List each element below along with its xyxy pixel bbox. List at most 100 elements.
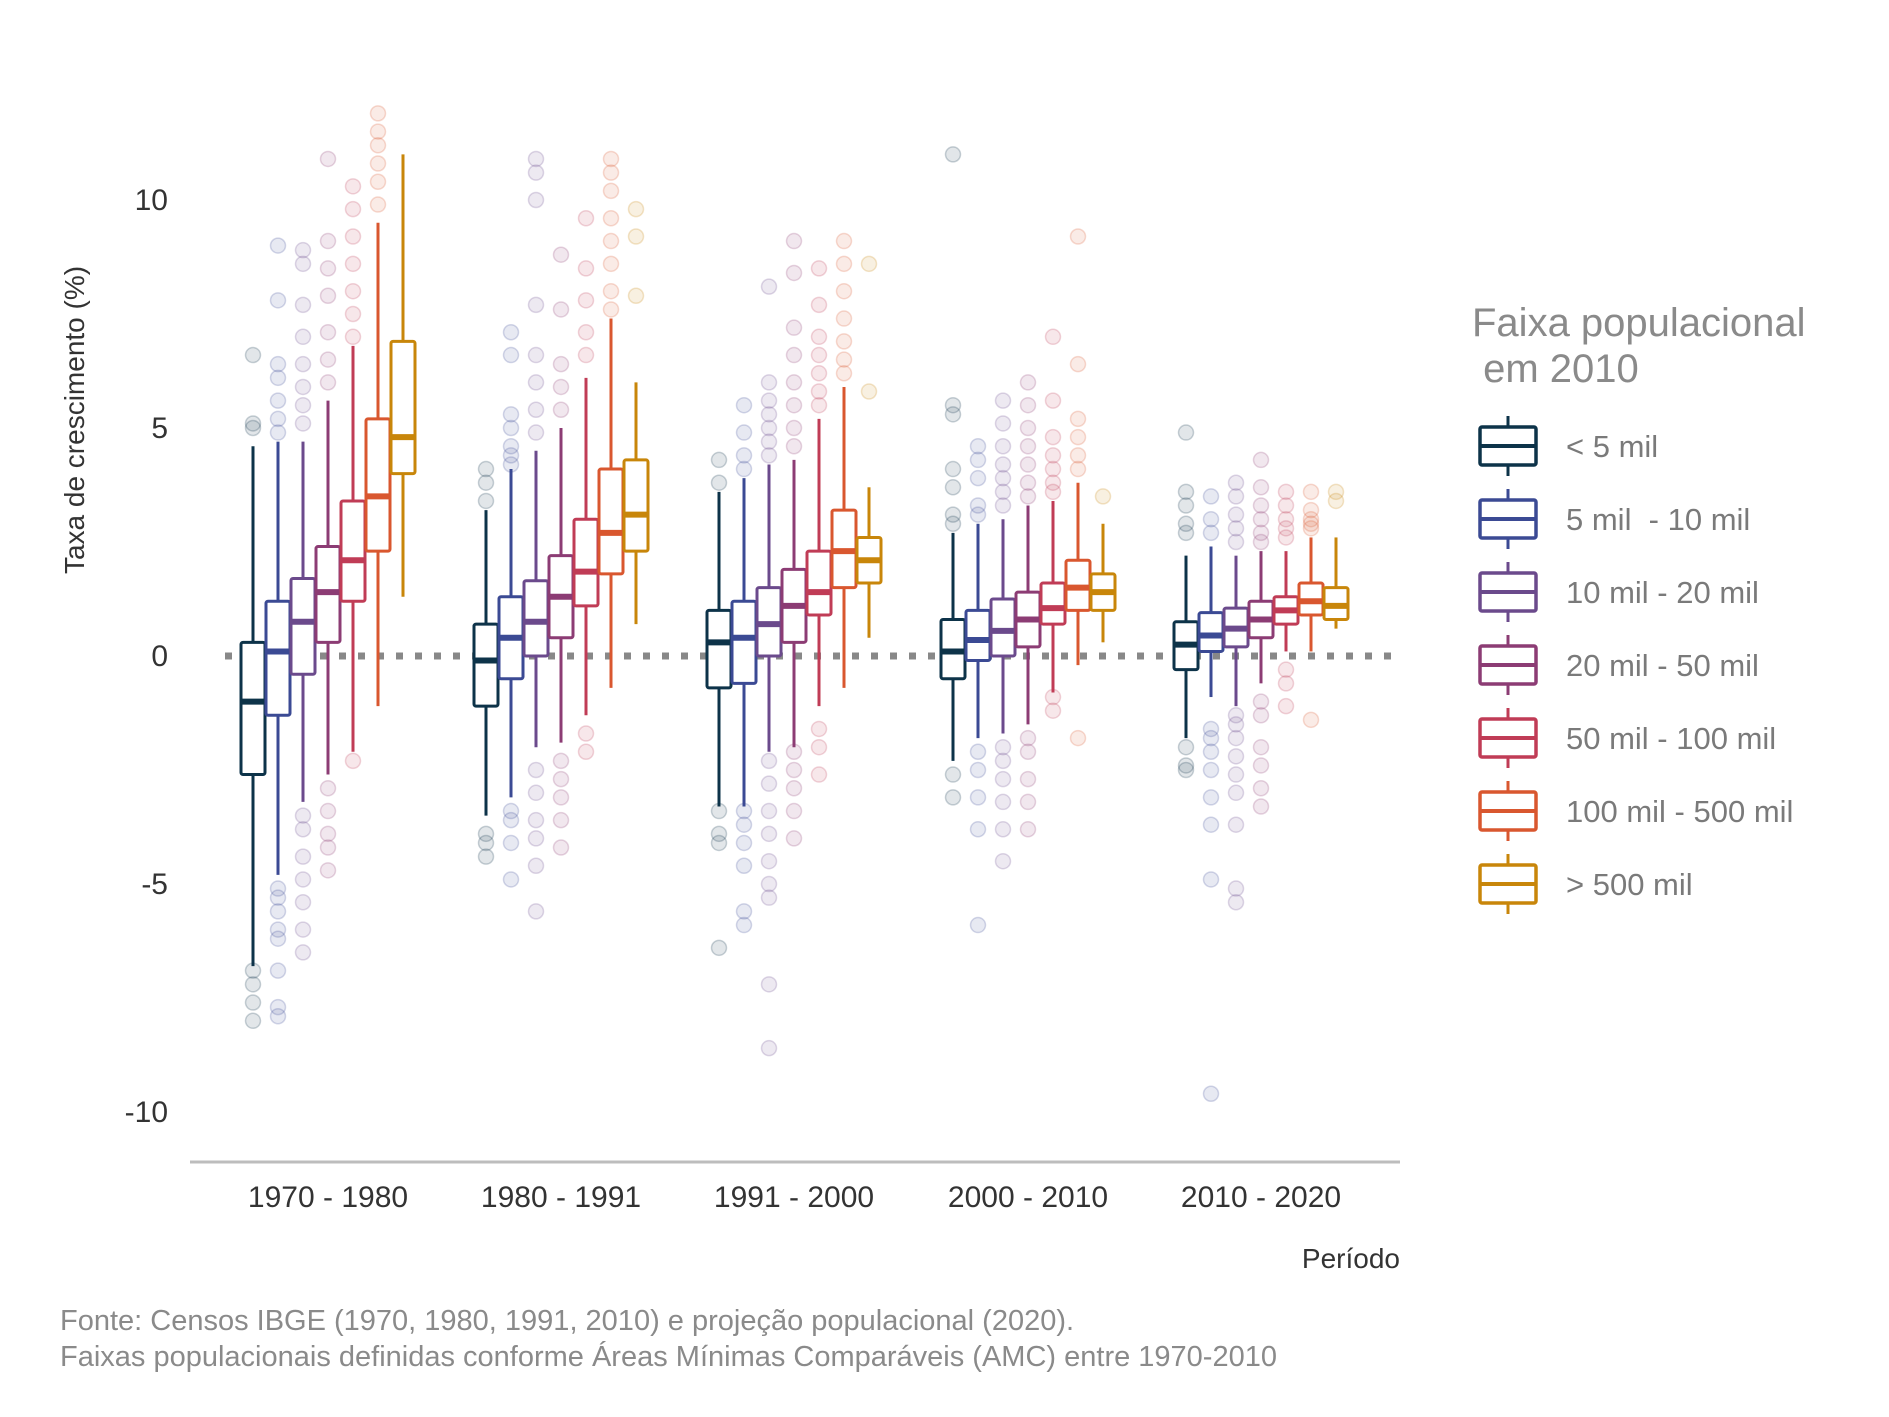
outlier-point (369, 105, 387, 122)
outlier-point (1252, 524, 1270, 542)
box-1-6 (622, 382, 650, 625)
x-tick-label: 2000 - 2010 (948, 1181, 1108, 1214)
outlier-point (735, 857, 753, 875)
outlier-point (735, 460, 753, 478)
y-tick-label: 5 (151, 412, 168, 445)
outlier-point (810, 396, 828, 414)
outlier-point (552, 789, 570, 806)
outlier-point (502, 323, 520, 341)
legend-label: 5 mil - 10 mil (1566, 502, 1750, 537)
outlier-point (710, 474, 728, 491)
outlier-point (1302, 510, 1320, 528)
caption-source: Fonte: Censos IBGE (1970, 1980, 1991, 20… (60, 1305, 1074, 1337)
outlier-point (1069, 729, 1087, 747)
box-3-2 (989, 519, 1017, 734)
outlier-point (527, 424, 545, 441)
box-1-3 (547, 428, 575, 743)
outlier-point (1202, 1085, 1220, 1103)
box-4-6 (1322, 537, 1350, 629)
outlier-point (1019, 770, 1037, 788)
outlier-point (269, 237, 287, 254)
outlier-point (860, 383, 878, 400)
outlier-point (369, 123, 387, 140)
outlier-point (319, 862, 337, 879)
outlier-point (1069, 460, 1087, 478)
outlier-point (1252, 693, 1270, 710)
outlier-point (1019, 729, 1037, 747)
outlier-point (477, 825, 495, 843)
box-iqr (805, 549, 833, 617)
outlier-point (760, 752, 778, 770)
legend-item: 100 mil - 500 mil (1478, 781, 1793, 841)
outlier-point (344, 228, 362, 245)
outlier-point (835, 310, 853, 327)
outlier-point (344, 282, 362, 300)
box-iqr (339, 499, 367, 603)
outlier-point (577, 260, 595, 277)
outlier-point (1227, 474, 1245, 491)
outlier-point (502, 811, 520, 829)
outlier-point (835, 232, 853, 250)
legend-label: 50 mil - 100 mil (1566, 721, 1776, 756)
outlier-point (269, 1007, 287, 1025)
box-2-4 (805, 418, 833, 707)
outlier-point (735, 447, 753, 464)
outlier-point (810, 766, 828, 783)
box-3-1 (964, 523, 992, 739)
outlier-point (1227, 533, 1245, 551)
outlier-point (785, 264, 803, 282)
outlier-point (994, 456, 1012, 473)
outlier-point (735, 834, 753, 852)
x-tick-label: 2010 - 2020 (1181, 1181, 1341, 1214)
outlier-point (1177, 515, 1195, 533)
outlier-point (785, 779, 803, 797)
x-axis-title: Período (1302, 1243, 1400, 1274)
box-iqr (1197, 611, 1225, 653)
outlier-point (969, 761, 987, 779)
outlier-point (1019, 374, 1037, 391)
outlier-point (294, 255, 312, 273)
outlier-point (785, 396, 803, 414)
outlier-point (344, 178, 362, 195)
outlier-point (835, 365, 853, 382)
outlier-point (1044, 483, 1062, 501)
outlier-point (810, 383, 828, 400)
outlier-point (502, 406, 520, 423)
outlier-point (944, 460, 962, 478)
outlier-point (860, 255, 878, 273)
box-2-3 (780, 459, 808, 748)
outlier-point (1327, 492, 1345, 510)
legend-title: Faixa populacional (1472, 301, 1806, 345)
outlier-point (969, 916, 987, 934)
outlier-point (369, 137, 387, 154)
outlier-point (244, 1012, 262, 1030)
box-2-6 (855, 487, 883, 638)
outlier-point (552, 301, 570, 318)
box-4-5 (1297, 537, 1325, 652)
box-2-0 (705, 491, 733, 807)
outlier-point (527, 296, 545, 314)
outlier-point (269, 292, 287, 309)
outlier-point (735, 816, 753, 833)
outlier-point (602, 164, 620, 181)
outlier-point (577, 209, 595, 227)
outlier-point (1202, 761, 1220, 779)
outlier-point (602, 150, 620, 168)
outlier-point (760, 825, 778, 843)
box-0-4 (339, 345, 367, 752)
outlier-point (1044, 460, 1062, 478)
box-4-1 (1197, 546, 1225, 698)
box-iqr (239, 640, 267, 777)
outlier-point (1227, 748, 1245, 765)
outlier-point (735, 916, 753, 934)
outlier-point (760, 976, 778, 993)
outlier-point (944, 396, 962, 414)
outlier-point (785, 374, 803, 391)
outlier-point (369, 196, 387, 213)
box-1-0 (472, 510, 500, 816)
box-iqr (364, 417, 392, 553)
outlier-point (969, 506, 987, 523)
y-tick-label: 0 (151, 640, 168, 673)
outlier-point (269, 921, 287, 938)
